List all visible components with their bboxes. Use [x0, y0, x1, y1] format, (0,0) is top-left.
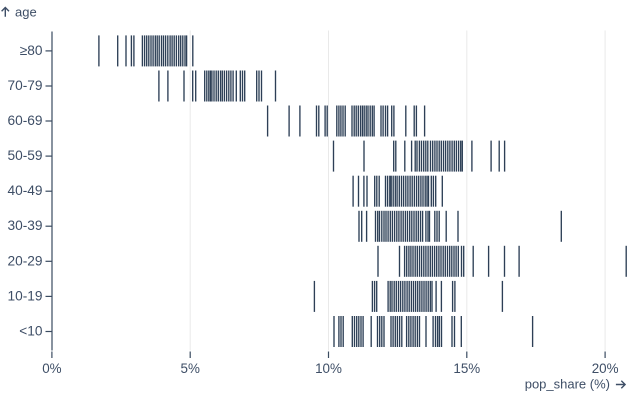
svg-text:15%: 15%	[453, 361, 480, 376]
svg-text:50-59: 50-59	[7, 148, 42, 163]
svg-text:10%: 10%	[315, 361, 342, 376]
svg-text:20%: 20%	[592, 361, 619, 376]
svg-text:age: age	[15, 5, 37, 20]
svg-text:<10: <10	[19, 324, 43, 339]
svg-text:70-79: 70-79	[7, 78, 42, 93]
svg-text:20-29: 20-29	[7, 253, 42, 268]
svg-text:pop_share (%): pop_share (%)	[525, 376, 610, 391]
svg-text:10-19: 10-19	[7, 288, 42, 303]
svg-text:60-69: 60-69	[7, 113, 42, 128]
svg-text:0%: 0%	[42, 361, 61, 376]
svg-text:≥80: ≥80	[20, 43, 43, 58]
svg-text:30-39: 30-39	[7, 218, 42, 233]
svg-text:40-49: 40-49	[7, 183, 42, 198]
svg-text:5%: 5%	[181, 361, 200, 376]
